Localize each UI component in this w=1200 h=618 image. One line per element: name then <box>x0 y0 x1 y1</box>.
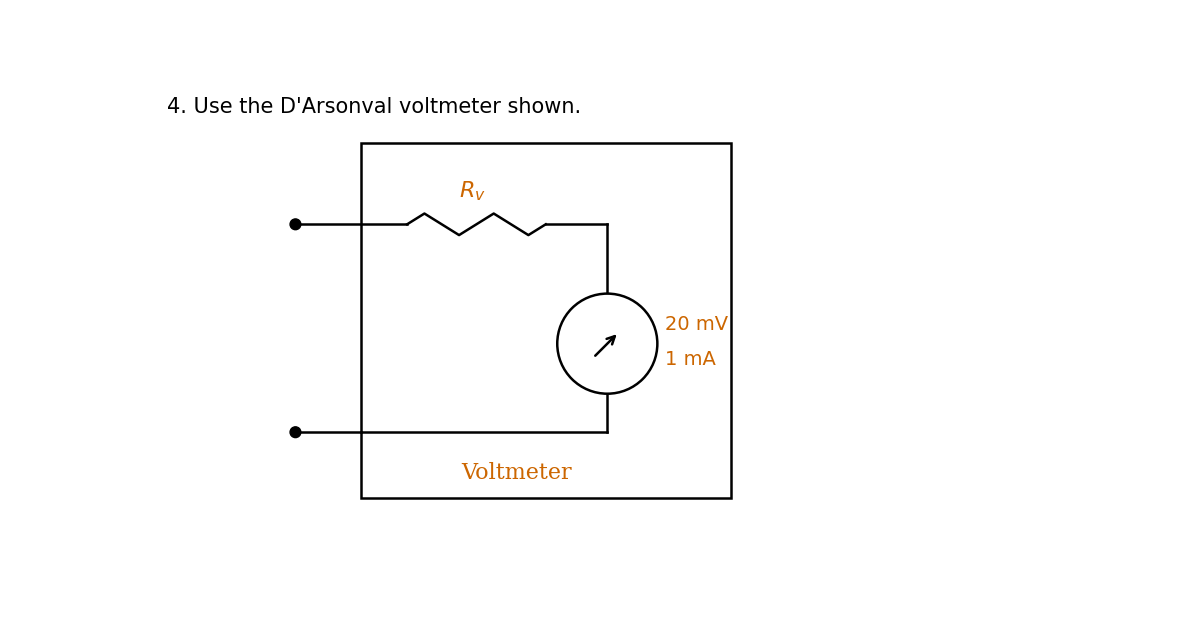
Text: $R_v$: $R_v$ <box>460 179 486 203</box>
Circle shape <box>290 427 301 438</box>
Bar <box>361 143 731 497</box>
Text: 1 mA: 1 mA <box>665 350 716 369</box>
Text: Voltmeter: Voltmeter <box>461 462 571 484</box>
Text: 20 mV: 20 mV <box>665 315 728 334</box>
Circle shape <box>557 294 658 394</box>
Circle shape <box>290 219 301 230</box>
Text: 4. Use the D'Arsonval voltmeter shown.: 4. Use the D'Arsonval voltmeter shown. <box>167 97 581 117</box>
